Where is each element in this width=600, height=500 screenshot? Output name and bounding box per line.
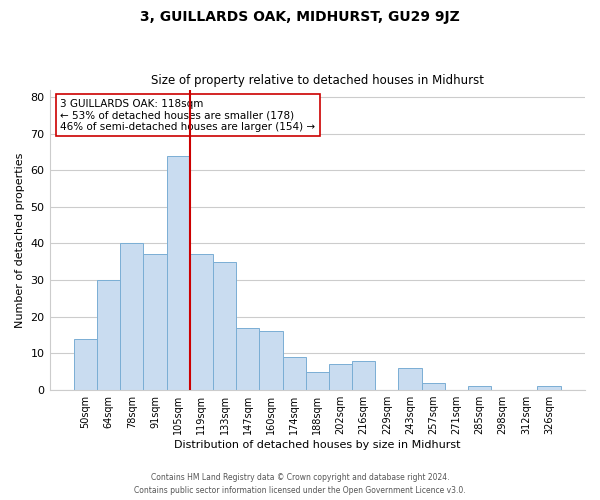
Bar	[213, 262, 236, 390]
Bar	[74, 339, 97, 390]
Bar	[236, 328, 259, 390]
Bar	[97, 280, 120, 390]
Title: Size of property relative to detached houses in Midhurst: Size of property relative to detached ho…	[151, 74, 484, 87]
Bar	[120, 244, 143, 390]
Text: 3, GUILLARDS OAK, MIDHURST, GU29 9JZ: 3, GUILLARDS OAK, MIDHURST, GU29 9JZ	[140, 10, 460, 24]
Bar	[352, 361, 375, 390]
Bar	[190, 254, 213, 390]
Bar	[422, 383, 445, 390]
X-axis label: Distribution of detached houses by size in Midhurst: Distribution of detached houses by size …	[174, 440, 461, 450]
Bar	[305, 372, 329, 390]
Bar	[167, 156, 190, 390]
Bar	[398, 368, 422, 390]
Text: 3 GUILLARDS OAK: 118sqm
← 53% of detached houses are smaller (178)
46% of semi-d: 3 GUILLARDS OAK: 118sqm ← 53% of detache…	[60, 98, 316, 132]
Bar	[143, 254, 167, 390]
Bar	[468, 386, 491, 390]
Bar	[329, 364, 352, 390]
Text: Contains HM Land Registry data © Crown copyright and database right 2024.
Contai: Contains HM Land Registry data © Crown c…	[134, 474, 466, 495]
Bar	[283, 357, 305, 390]
Bar	[538, 386, 560, 390]
Bar	[259, 332, 283, 390]
Y-axis label: Number of detached properties: Number of detached properties	[15, 152, 25, 328]
